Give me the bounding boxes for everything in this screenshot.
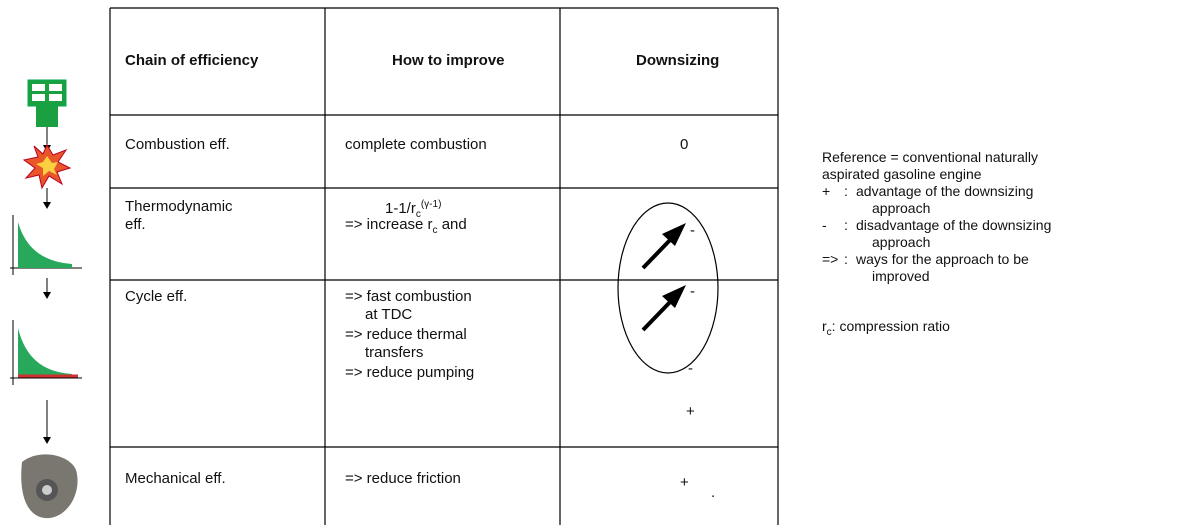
downsizing-mark: + [680,474,689,491]
downsizing-mark: - [688,360,693,377]
formula: 1-1/rc(γ-1) [385,196,441,224]
header-cell: Chain of efficiency [125,52,259,69]
downsizing-mark: 0 [680,136,689,153]
legend-text: approach [872,200,931,216]
chain-cell: Cycle eff. [125,288,188,305]
improve-text: => reduce pumping [345,364,475,381]
improve-sub: c [432,225,438,236]
legend-rc-text: r [822,318,827,334]
legend-text: ways for the approach to be [856,251,1029,267]
legend-separator: : [844,183,848,199]
improve-text: at TDC [365,306,413,323]
legend-text: advantage of the downsizing [856,183,1034,199]
improve-text: => increase rc and [345,216,467,240]
formula-text: 1-1/r [385,200,416,217]
legend-text: disadvantage of the downsizing [856,217,1052,233]
legend-text: approach [872,234,931,250]
legend-rc: rc: compression ratio [822,318,950,341]
chain-cell: Thermodynamic eff. [125,198,233,233]
improve-text: => increase r [345,216,433,233]
legend-symbol: => [822,251,839,267]
legend-reference: Reference = conventional naturally [822,149,1038,165]
downsizing-mark: . [711,484,716,501]
legend-rc-sub: c [826,326,832,338]
chain-cell: Combustion eff. [125,136,230,153]
legend-symbol: - [822,217,827,233]
improvement-ellipse [617,202,719,374]
header-cell: Downsizing [636,52,720,69]
legend-text: improved [872,268,930,284]
downsizing-mark: + [686,403,695,420]
improve-text: transfers [365,344,424,361]
improve-text: and [437,216,467,233]
legend-symbol: + [822,183,831,199]
improve-text: => fast combustion [345,288,472,305]
formula-sup: (γ-1) [420,199,442,210]
improve-text: => reduce thermal [345,326,467,343]
improve-text: => reduce friction [345,470,461,487]
header-cell: How to improve [392,52,505,69]
legend-reference: aspirated gasoline engine [822,166,982,182]
downsizing-mark: - [690,283,695,300]
legend-separator: : [844,251,848,267]
legend-rc-after: : compression ratio [831,318,950,334]
table-grid [109,7,779,525]
downsizing-mark: - [690,222,695,239]
process-icons [10,79,82,519]
chain-cell: Mechanical eff. [125,470,226,487]
formula-sub: c [415,209,421,220]
improve-text: complete combustion [345,136,487,153]
legend-separator: : [844,217,848,233]
